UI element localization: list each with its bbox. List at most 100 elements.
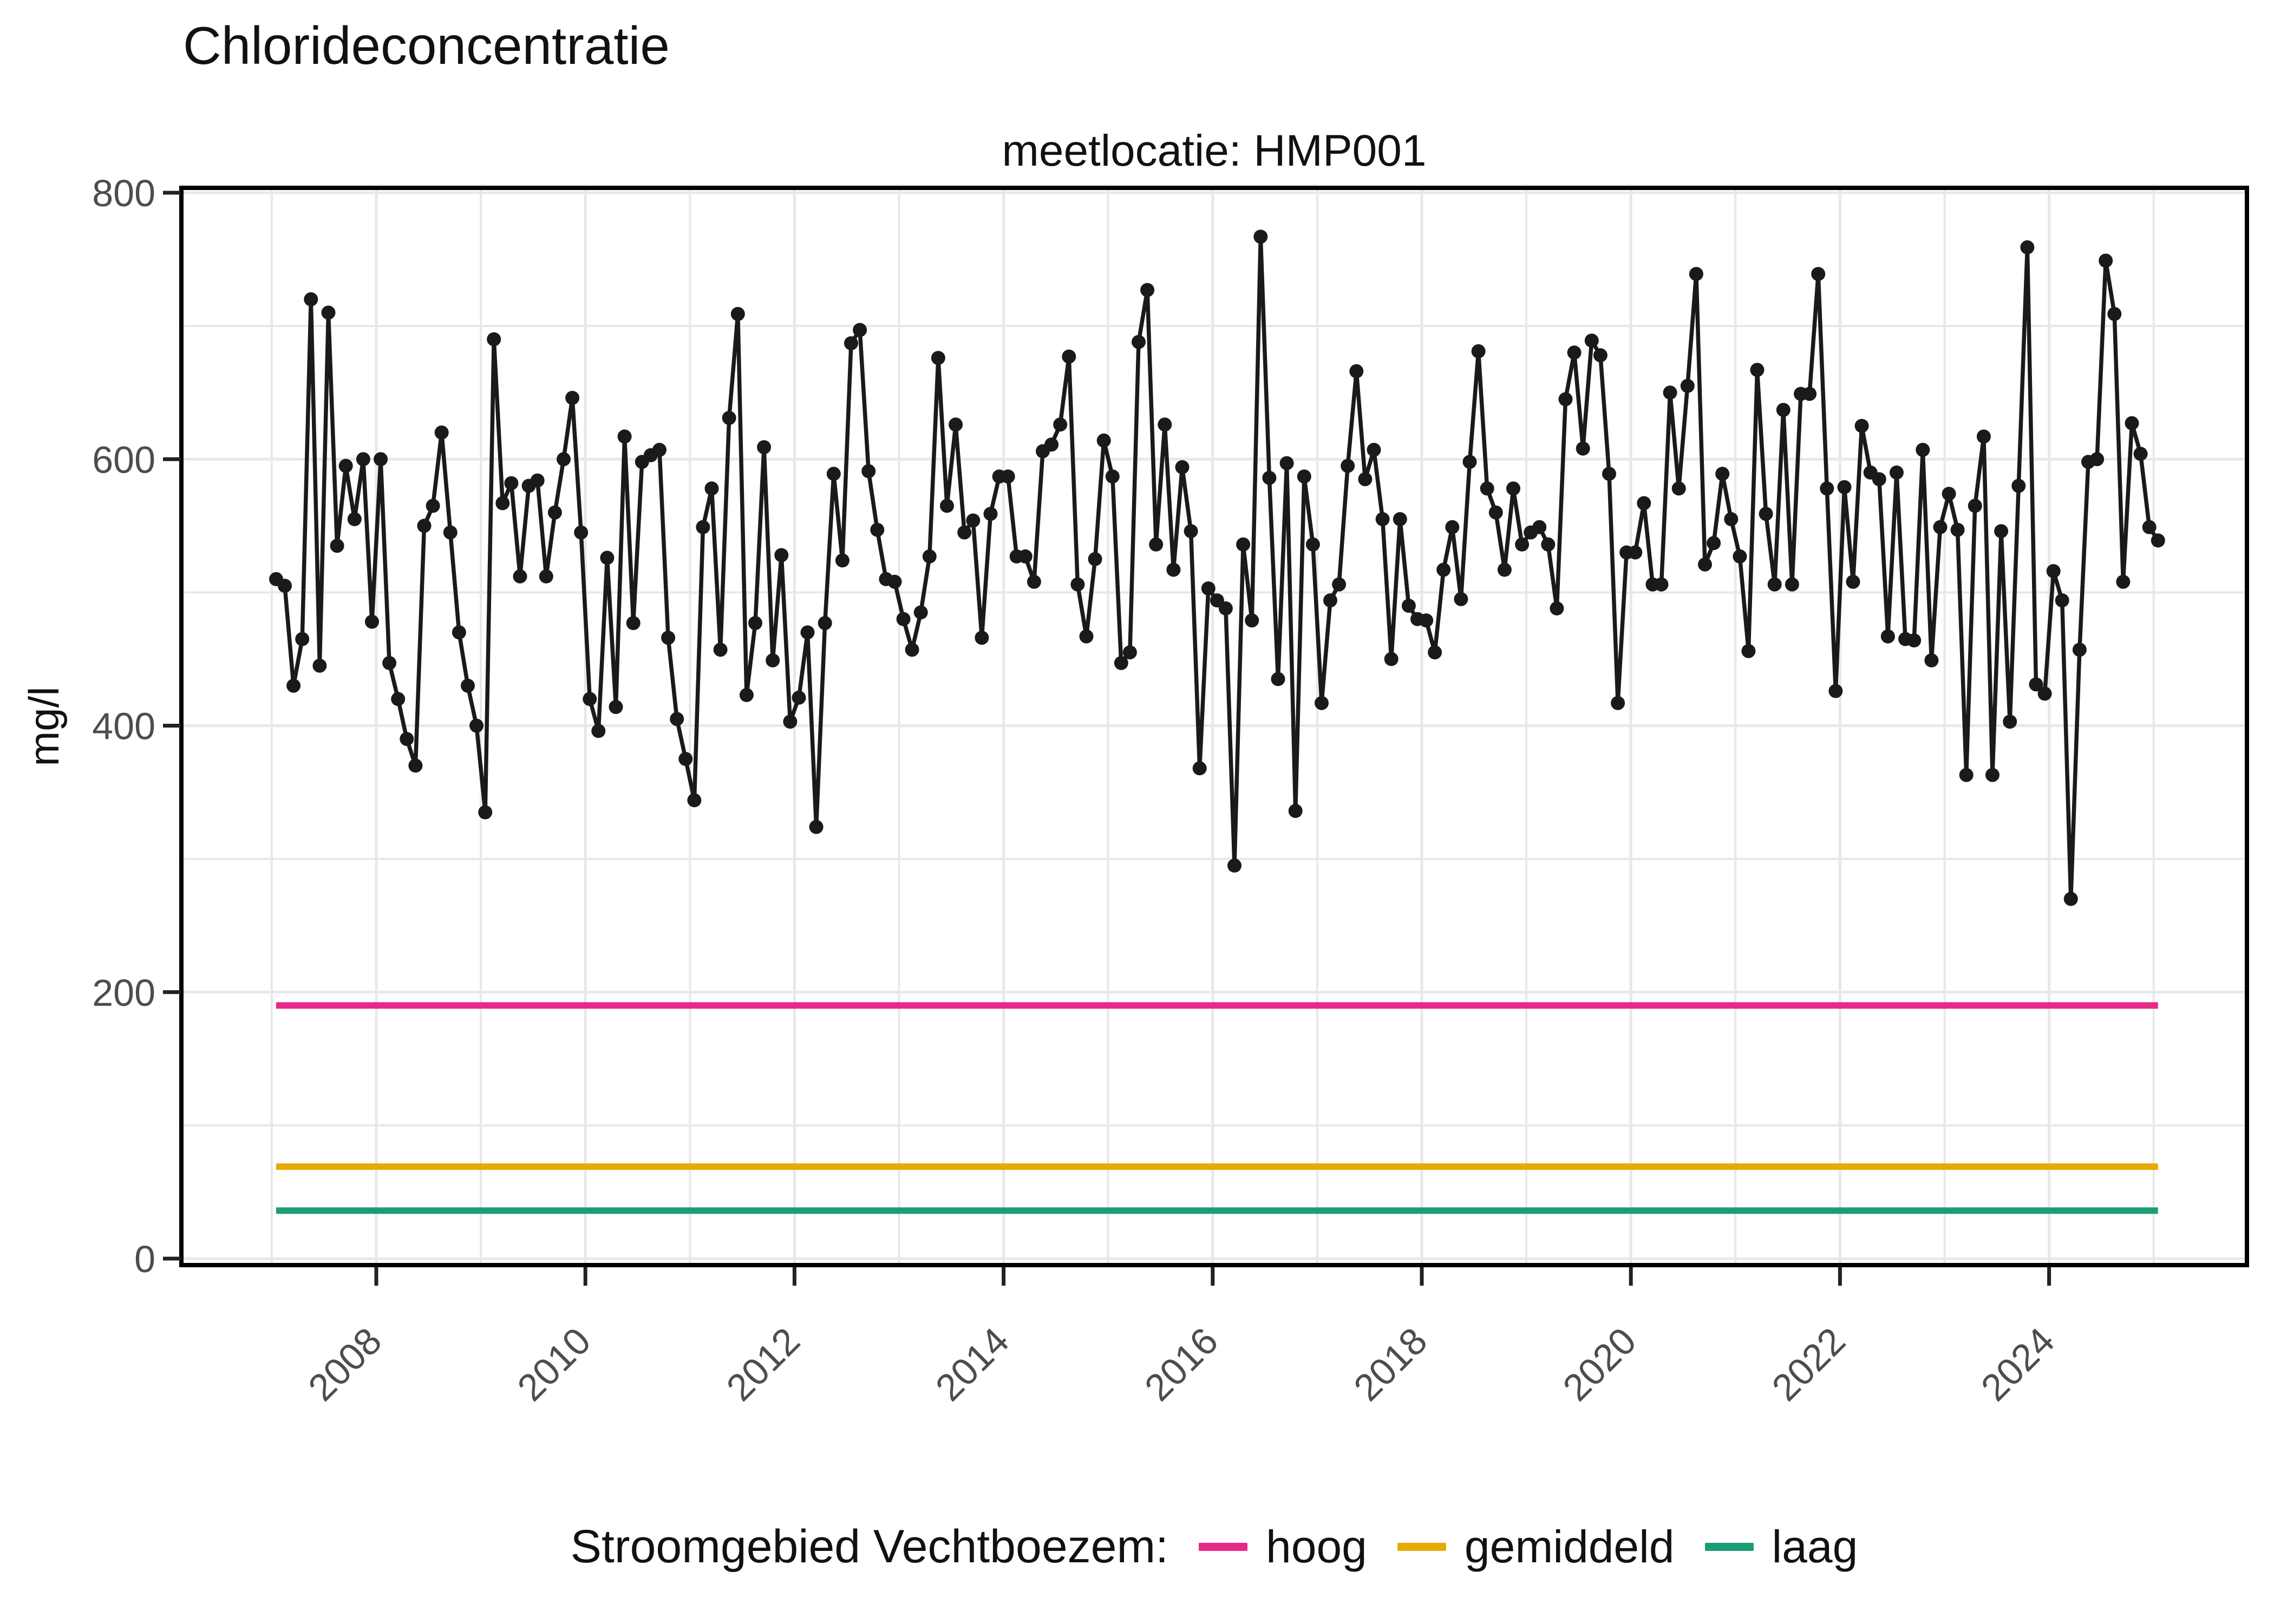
laag-line-key-icon [1704,1542,1754,1551]
data-point [1602,467,1616,481]
data-point [1820,481,1834,496]
data-point [1279,456,1294,470]
data-point [2125,416,2139,430]
data-point [2090,452,2105,467]
chart-title: Chlorideconcentratie [183,16,670,75]
data-point [896,612,911,626]
data-point [1611,696,1625,710]
data-point [1689,267,1703,281]
data-point [1715,467,1730,481]
legend-label-laag: laag [1772,1521,1858,1572]
data-point [1558,392,1573,407]
data-point [1776,403,1791,417]
data-point [1175,460,1190,474]
data-point [931,351,945,365]
data-point [1707,536,1721,551]
data-point [1305,537,1320,552]
legend-item-hoog: hoog [1199,1521,1367,1573]
data-point [730,307,745,321]
data-point [539,569,553,584]
data-point [1367,443,1381,457]
data-point [278,579,292,593]
data-point [1428,645,1442,660]
data-point [1637,496,1651,510]
data-point [434,425,449,440]
data-point [1515,537,1530,552]
data-point [1166,562,1181,577]
data-point [748,616,762,630]
data-point [330,539,344,553]
data-point [1680,378,1695,393]
data-point [1079,629,1094,644]
data-point [1332,577,1347,592]
data-point [478,805,493,820]
data-point [600,551,615,565]
data-point [2107,307,2122,321]
y-tick-label: 400 [92,705,155,748]
data-point [1471,344,1486,358]
data-point [1488,505,1503,520]
data-point [1088,552,1102,566]
data-point [557,452,571,467]
data-point [1942,487,1956,501]
data-point [1401,599,1416,613]
data-point [495,496,510,510]
data-point [1462,455,1477,469]
data-point [1288,804,1303,818]
data-point [1096,433,1111,448]
data-point [1541,537,1556,552]
data-point [1218,601,1233,615]
data-point [652,443,666,457]
data-point [1201,581,1216,595]
data-point [1480,481,1494,496]
y-axis-title: mg/l [20,686,68,766]
data-point [321,305,336,320]
data-point [757,440,772,455]
data-point [2072,643,2087,657]
data-point [1114,656,1128,670]
data-point [617,429,632,444]
legend-item-gemiddeld: gemiddeld [1397,1521,1675,1573]
data-point [2011,479,2026,493]
data-point [844,336,858,351]
data-point [1070,577,1085,592]
data-point [304,292,318,306]
data-point [461,678,475,693]
data-point [2151,533,2165,548]
data-point [1802,387,1817,401]
data-point [1671,481,1686,496]
data-point [1445,520,1460,534]
data-point [609,700,623,714]
data-point [1236,537,1251,552]
data-point [1576,441,1590,456]
data-point [1158,417,1172,432]
data-point [2055,593,2069,608]
data-point [382,656,397,670]
data-point [774,548,789,562]
data-point [295,632,310,646]
data-point [1698,557,1712,572]
data-point [2003,715,2017,729]
data-point [1532,520,1547,534]
data-point [1001,469,1015,484]
data-point [400,732,414,746]
data-point [861,464,876,479]
data-point [1593,348,1608,363]
data-point [940,499,954,513]
data-point [975,631,989,645]
data-point [1907,633,1922,647]
facet-strip-label: meetlocatie: HMP001 [1002,126,1427,175]
data-point [2020,240,2035,254]
data-point [513,569,527,584]
data-point [1854,418,1869,433]
data-point [818,616,832,630]
data-point [365,614,379,629]
x-tick-label: 2024 [1973,1319,2062,1409]
x-tick-label: 2012 [718,1319,808,1409]
data-point [1985,768,1999,782]
data-point [1393,512,1407,526]
data-point [1297,469,1311,484]
data-point [704,481,719,496]
data-point [1027,574,1041,589]
data-point [1132,335,1146,349]
